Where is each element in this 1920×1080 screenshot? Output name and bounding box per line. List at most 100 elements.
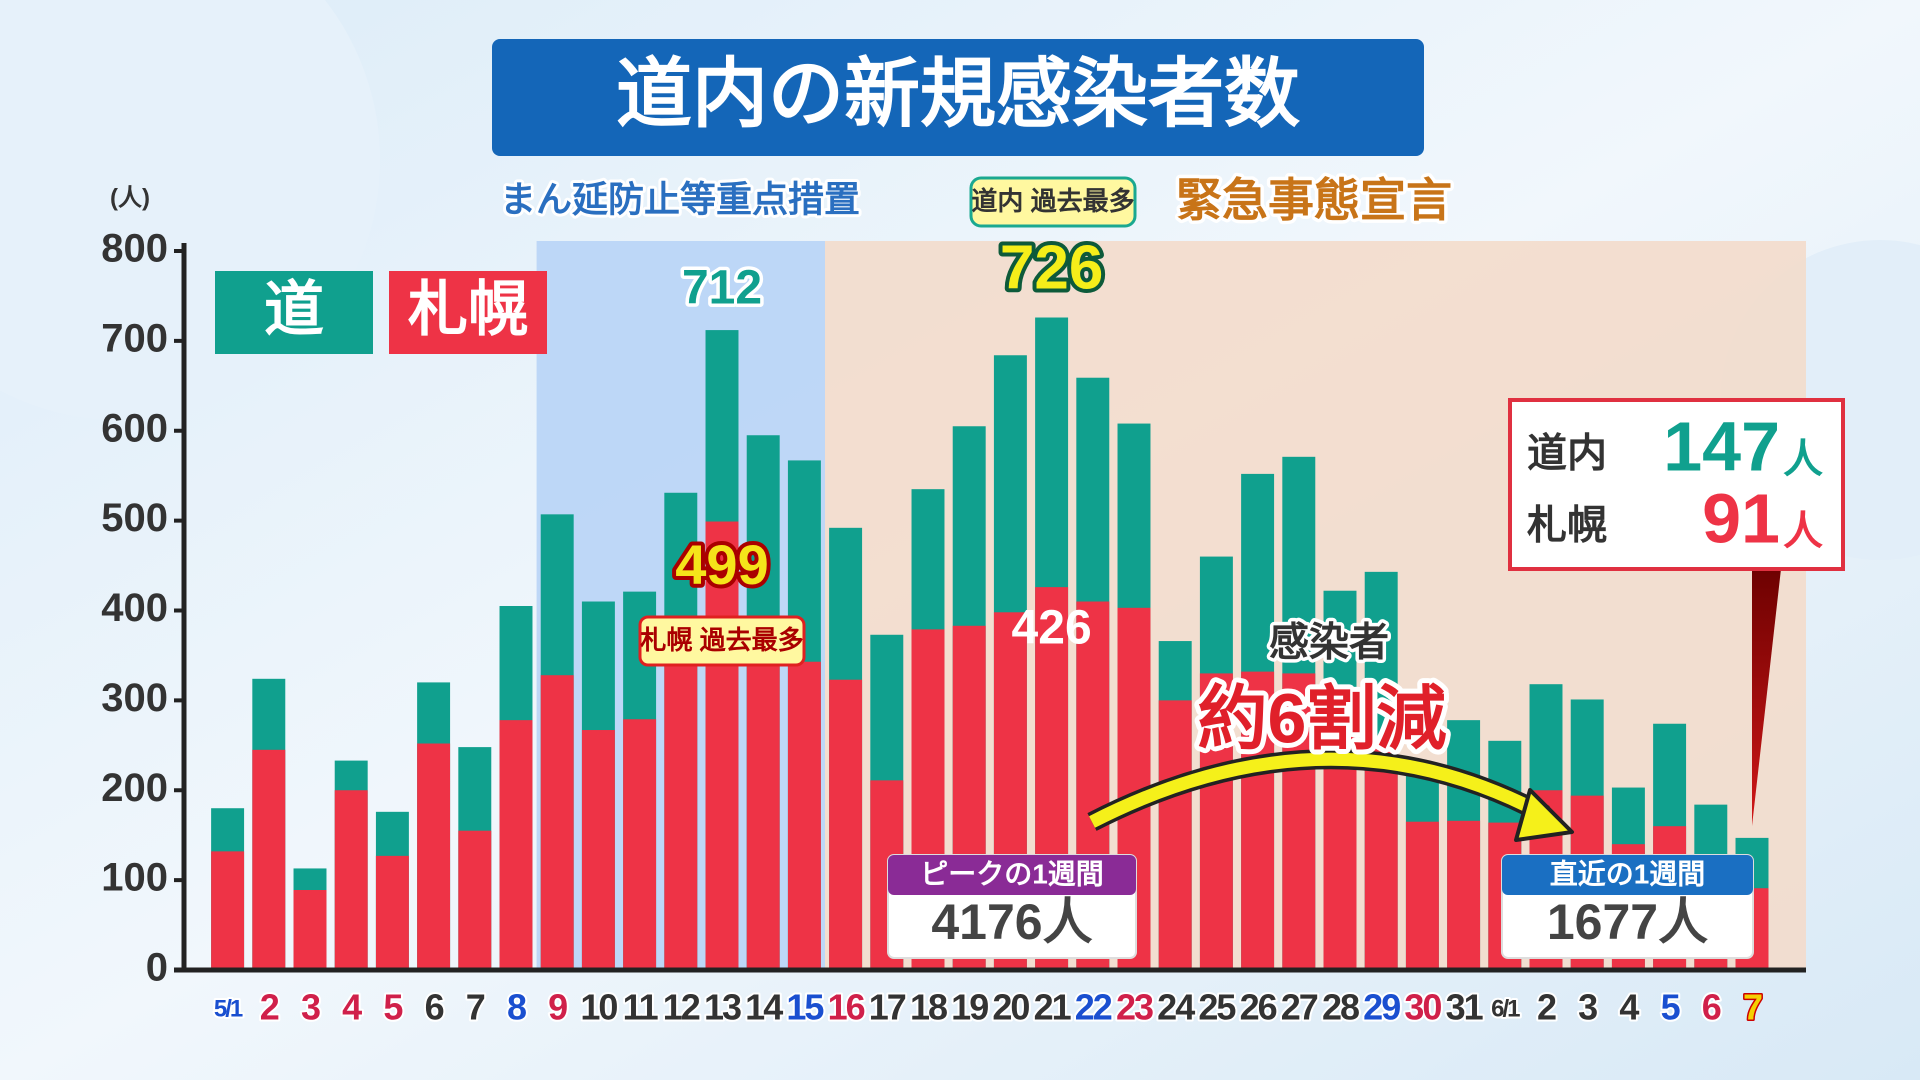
title-box — [492, 39, 1424, 156]
x-tick-label: 2 — [1537, 987, 1556, 1028]
callout-value: 147 — [1663, 407, 1780, 485]
record-badge — [969, 176, 1137, 228]
week-header — [1502, 855, 1753, 895]
callout-unit: 人 — [1783, 510, 1823, 554]
annotation: 1677人 — [1547, 894, 1708, 950]
bar — [581, 730, 615, 970]
callout-value: 91 — [1702, 479, 1780, 557]
y-tick-label: 400 — [101, 586, 168, 630]
arrow — [1089, 752, 1549, 828]
annotation: 道内 過去最多 — [971, 186, 1134, 216]
bar — [1447, 820, 1481, 970]
bar — [458, 830, 492, 970]
period-label: まん延防止等重点措置 — [500, 179, 860, 220]
bar — [1241, 671, 1275, 970]
period-label: 緊急事態宣言 — [1176, 174, 1452, 226]
y-tick-label: 100 — [101, 856, 168, 900]
x-tick-label: 12 — [663, 987, 700, 1028]
bar — [540, 675, 574, 970]
x-tick-label: 6/1 — [1491, 995, 1520, 1022]
x-tick-label: 20 — [992, 987, 1029, 1028]
x-tick-label: 5 — [383, 987, 403, 1028]
bar — [1405, 821, 1439, 970]
callout-unit: 人 — [1783, 438, 1823, 482]
x-tick-label: 16 — [828, 987, 865, 1028]
x-tick-label: 31 — [1446, 987, 1484, 1028]
chart-title: 道内の新規感染者数 — [616, 52, 1300, 137]
bar — [334, 790, 368, 970]
bar — [252, 749, 286, 970]
x-tick-label: 6 — [425, 987, 444, 1028]
x-tick-label: 18 — [910, 987, 947, 1028]
x-tick-label: 9 — [548, 987, 567, 1028]
x-tick-label: 6 — [1702, 987, 1721, 1028]
x-tick-label: 19 — [951, 987, 988, 1028]
x-tick-label: 21 — [1034, 987, 1072, 1028]
x-tick-label: 5/1 — [214, 995, 243, 1022]
x-tick-label: 22 — [1075, 987, 1112, 1028]
bar — [1364, 745, 1398, 970]
x-tick-label: 7 — [1743, 987, 1762, 1028]
bar — [1158, 700, 1192, 970]
x-tick-label: 2 — [260, 987, 279, 1028]
x-tick-label: 4 — [342, 987, 362, 1028]
value-label: 726 — [1000, 233, 1103, 302]
bar — [746, 645, 780, 970]
callout-label: 道内 — [1527, 432, 1607, 476]
y-unit: (人) — [110, 184, 150, 211]
x-tick-label: 13 — [704, 987, 741, 1028]
annotation: ピークの1週間 — [920, 858, 1104, 889]
x-tick-label: 26 — [1240, 987, 1277, 1028]
callout-pointer — [1752, 560, 1782, 826]
value-label: 712 — [682, 262, 762, 315]
legend-label: 道 — [264, 276, 324, 343]
x-tick-label: 3 — [1578, 987, 1597, 1028]
x-tick-label: 29 — [1363, 987, 1400, 1028]
value-label: 426 — [1012, 602, 1092, 655]
x-tick-label: 14 — [745, 987, 783, 1028]
x-tick-label: 27 — [1281, 987, 1318, 1028]
arrow-head — [1514, 788, 1574, 842]
x-tick-label: 30 — [1404, 987, 1441, 1028]
y-tick-label: 200 — [101, 766, 168, 810]
record-badge — [638, 615, 806, 667]
y-tick-label: 500 — [101, 496, 168, 540]
callout-label: 札幌 — [1527, 504, 1607, 548]
bar — [664, 664, 698, 970]
y-tick-label: 600 — [101, 406, 168, 450]
callout-box — [1508, 398, 1845, 571]
bar — [787, 661, 821, 970]
bar — [705, 521, 739, 970]
legend-label: 札幌 — [408, 276, 528, 343]
x-tick-label: 8 — [507, 987, 526, 1028]
y-tick-label: 300 — [101, 676, 168, 720]
bar — [829, 679, 863, 970]
bar — [293, 890, 327, 970]
x-tick-label: 10 — [580, 987, 617, 1028]
value-label: 499 — [675, 533, 768, 596]
bar — [211, 851, 245, 970]
x-tick-label: 17 — [869, 987, 906, 1028]
y-tick-label: 800 — [101, 227, 168, 271]
annotation: 感染者 — [1269, 621, 1389, 665]
x-tick-label: 25 — [1198, 987, 1236, 1028]
bar — [1199, 673, 1233, 970]
bar — [375, 855, 409, 970]
x-tick-label: 15 — [786, 987, 824, 1028]
x-tick-label: 23 — [1116, 987, 1153, 1028]
annotation: 直近の1週間 — [1550, 858, 1706, 889]
x-tick-label: 4 — [1619, 987, 1639, 1028]
y-tick-label: 0 — [146, 946, 168, 990]
x-tick-label: 24 — [1157, 987, 1195, 1028]
annotation: 約6割減 — [1198, 679, 1447, 757]
y-tick-label: 700 — [101, 316, 168, 360]
bar — [623, 719, 657, 970]
x-tick-label: 7 — [466, 987, 485, 1028]
legend-swatch — [389, 271, 547, 354]
bar — [417, 743, 451, 970]
x-tick-label: 28 — [1322, 987, 1359, 1028]
week-header — [888, 855, 1136, 895]
x-tick-label: 11 — [623, 987, 659, 1028]
annotation: 札幌 過去最多 — [640, 625, 803, 655]
